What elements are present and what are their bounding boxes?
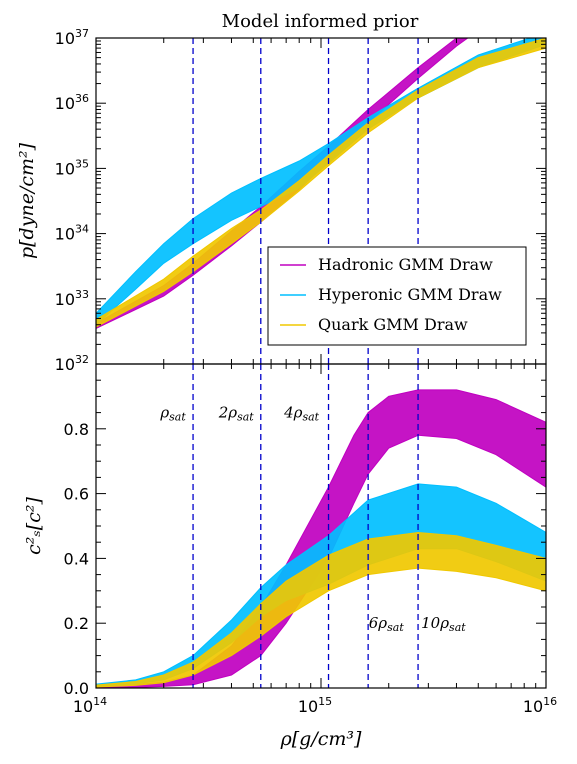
cs2-tick-label-1: 0.2 [64,614,89,633]
pressure-tick-label-0: 1037 [55,27,89,48]
annotation-2: 4ρsat [283,404,320,424]
cs2-tick-label-2: 0.4 [64,549,89,568]
pressure-panel: 1037 1036 1035 1034 1033 1032 Hadronic GMM Dr… [16,27,547,374]
pressure-tick-label-3: 1034 [55,223,89,244]
legend-label-hadronic-gmm-draw: Hadronic GMM Draw [318,255,493,274]
annotation-1: 2ρsat [218,404,255,424]
annotation-4: 10ρsat [421,614,466,634]
pressure-band-quark-gmm-draw [96,38,546,328]
density-annotations: ρsat 2ρsat 4ρsat 6ρsat 10ρsat [159,404,466,635]
cs2-tick-label-3: 0.6 [64,485,89,504]
x-tick-label-2: 1016 [523,695,557,716]
pressure-band-hadronic-gmm-draw [96,38,469,330]
chart-title: Model informed prior [222,11,419,32]
annotation-3: 6ρsat [369,614,405,634]
legend-label-hyperonic-gmm-draw: Hyperonic GMM Draw [318,285,502,304]
sound-speed-ylabel: c²ₛ[c²] [23,497,45,555]
legend-box [267,246,527,346]
pressure-tick-label-1: 1036 [55,92,89,113]
cs2-tick-label-4: 0.8 [64,420,89,439]
sound-speed-panel: 0.0 0.2 0.4 0.6 0.8 ρsat 2ρsat 4ρsat 6ρsat 10ρsa… [23,363,547,698]
sound-speed-bands [96,389,546,688]
x-tick-label-1: 1015 [298,695,332,716]
sound-speed-vlines [192,364,419,688]
x-axis-label: ρ[g/cm³] [280,728,362,750]
pressure-tick-label-5: 1032 [55,353,89,374]
pressure-tick-label-4: 1033 [55,288,89,309]
x-ticks: 1014 1015 1016 [73,38,557,716]
pressure-ticks: 1037 1036 1035 1034 1033 1032 [55,27,546,374]
cs2-tick-label-0: 0.0 [64,679,89,698]
sound-speed-band-quark-gmm-draw [96,531,546,688]
legend: Hadronic GMM Draw Hyperonic GMM Draw Quark… [267,246,527,346]
annotation-0: ρsat [159,404,186,424]
pressure-tick-label-2: 1035 [55,157,89,178]
legend-label-quark-gmm-draw: Quark GMM Draw [318,315,468,334]
x-tick-label-0: 1014 [73,695,107,716]
pressure-ylabel: p[dyne/cm²] [16,142,38,259]
